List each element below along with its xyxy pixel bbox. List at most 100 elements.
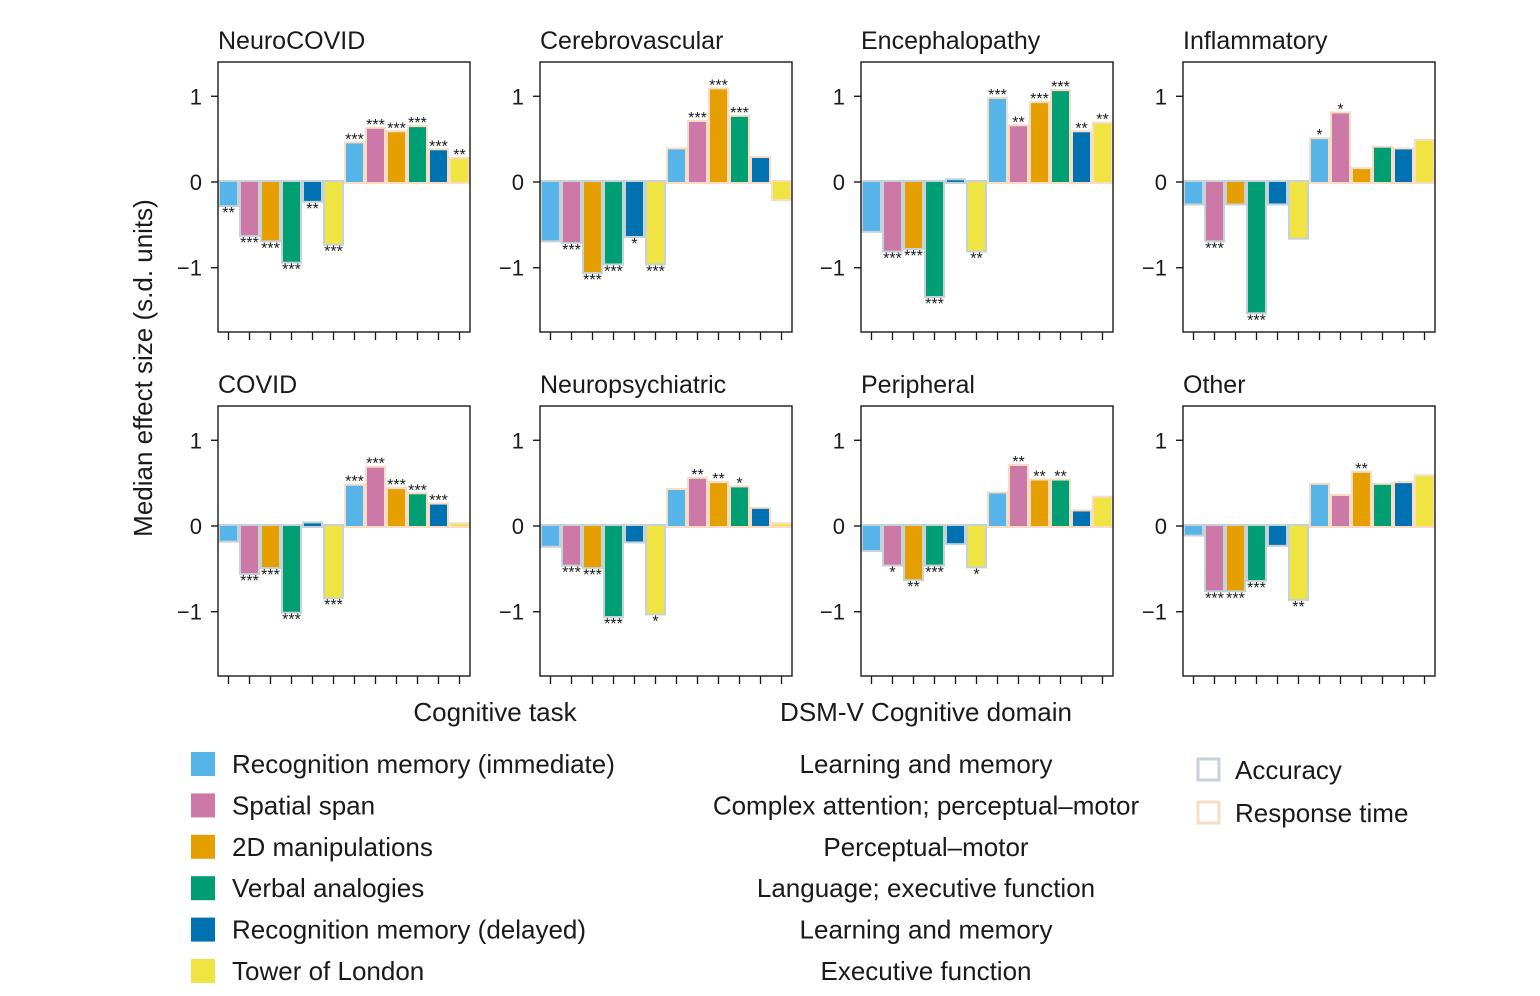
bar-accuracy bbox=[882, 524, 903, 567]
bar-response-time bbox=[1008, 464, 1029, 528]
significance-label: *** bbox=[646, 263, 665, 280]
legend-task-name: Verbal analogies bbox=[232, 873, 424, 903]
bar-accuracy bbox=[260, 180, 281, 243]
panel-frame bbox=[1182, 405, 1436, 677]
bar-response-time bbox=[1050, 89, 1071, 184]
bar-accuracy bbox=[302, 180, 323, 203]
bar-response-time bbox=[729, 485, 750, 528]
legend-swatch bbox=[191, 917, 215, 942]
bar-accuracy bbox=[966, 180, 987, 253]
bar-accuracy bbox=[945, 178, 966, 185]
bar-response-time bbox=[386, 487, 407, 528]
y-tick-label: −1 bbox=[1142, 600, 1167, 625]
significance-label: *** bbox=[925, 296, 944, 313]
significance-label: ** bbox=[1096, 112, 1108, 129]
significance-label: *** bbox=[345, 474, 364, 491]
measure-legend: Accuracy Response time bbox=[1196, 755, 1408, 828]
legend-header-domain: DSM-V Cognitive domain bbox=[780, 697, 1072, 727]
y-tick-label: −1 bbox=[499, 256, 524, 281]
bar-response-time bbox=[1372, 145, 1393, 184]
bar-accuracy bbox=[1225, 524, 1246, 593]
legend-outline-swatch bbox=[1196, 757, 1221, 782]
panel-title: Other bbox=[1183, 371, 1246, 399]
significance-label: *** bbox=[261, 567, 280, 584]
bar-response-time bbox=[1393, 481, 1414, 528]
bar-accuracy bbox=[1246, 524, 1267, 582]
bar-response-time bbox=[449, 156, 470, 185]
bar-accuracy bbox=[882, 180, 903, 253]
y-tick-label: −1 bbox=[820, 256, 845, 281]
significance-label: *** bbox=[366, 456, 385, 473]
y-tick-label: −1 bbox=[499, 600, 524, 625]
significance-label: *** bbox=[324, 597, 343, 614]
significance-label: *** bbox=[387, 120, 406, 137]
bar-accuracy bbox=[582, 180, 603, 274]
bar-accuracy bbox=[323, 180, 344, 246]
bar-response-time bbox=[1414, 474, 1435, 528]
bar-accuracy bbox=[861, 524, 882, 552]
bar-response-time bbox=[987, 491, 1008, 528]
bar-accuracy bbox=[281, 524, 302, 614]
panel: Cerebrovascular10−1*********************… bbox=[499, 27, 793, 340]
panel-title: Neuropsychiatric bbox=[540, 371, 726, 399]
bar-accuracy bbox=[1204, 180, 1225, 243]
significance-label: * bbox=[889, 565, 895, 582]
bar-response-time bbox=[449, 522, 470, 528]
bar-accuracy bbox=[323, 524, 344, 600]
y-tick-label: 1 bbox=[833, 84, 845, 109]
bar-response-time bbox=[344, 483, 365, 529]
bar-accuracy bbox=[1204, 524, 1225, 593]
significance-label: *** bbox=[261, 240, 280, 257]
significance-label: *** bbox=[1205, 590, 1224, 607]
y-tick-label: −1 bbox=[177, 600, 202, 625]
bar-response-time bbox=[1029, 101, 1050, 184]
bar-accuracy bbox=[1183, 180, 1204, 206]
significance-label: *** bbox=[583, 567, 602, 584]
bar-response-time bbox=[1351, 470, 1372, 529]
bar-accuracy bbox=[540, 180, 561, 243]
bar-accuracy bbox=[1183, 524, 1204, 537]
bar-accuracy bbox=[260, 524, 281, 570]
bar-response-time bbox=[1050, 478, 1071, 529]
significance-label: * bbox=[1337, 101, 1343, 118]
bar-accuracy bbox=[1267, 180, 1288, 206]
significance-label: *** bbox=[387, 477, 406, 494]
y-tick-label: 0 bbox=[833, 514, 845, 539]
legend-swatch bbox=[191, 876, 215, 901]
bar-accuracy bbox=[645, 180, 666, 266]
bar-accuracy bbox=[945, 524, 966, 546]
bar-accuracy bbox=[302, 521, 323, 529]
bar-response-time bbox=[407, 125, 428, 185]
bar-accuracy bbox=[239, 524, 260, 576]
significance-label: *** bbox=[366, 117, 385, 134]
legend-task-name: 2D manipulations bbox=[232, 832, 433, 862]
legend-task-name: Tower of London bbox=[232, 956, 424, 986]
y-axis-label: Median effect size (s.d. units) bbox=[128, 199, 158, 537]
y-tick-label: 0 bbox=[1155, 170, 1167, 195]
legend-domain-name: Learning and memory bbox=[800, 749, 1053, 779]
bar-response-time bbox=[365, 126, 386, 185]
significance-label: *** bbox=[282, 612, 301, 629]
significance-label: * bbox=[973, 566, 979, 583]
legend-domain-name: Executive function bbox=[820, 956, 1031, 986]
y-tick-label: 1 bbox=[512, 84, 524, 109]
bar-response-time bbox=[1029, 478, 1050, 529]
significance-label: ** bbox=[691, 467, 703, 484]
significance-label: ** bbox=[970, 251, 982, 268]
bar-response-time bbox=[1071, 130, 1092, 185]
bar-response-time bbox=[1393, 147, 1414, 185]
bar-accuracy bbox=[540, 524, 561, 548]
bar-response-time bbox=[1330, 111, 1351, 184]
bar-accuracy bbox=[239, 180, 260, 238]
significance-label: *** bbox=[408, 115, 427, 132]
significance-label: ** bbox=[1355, 461, 1367, 478]
y-tick-label: 1 bbox=[512, 428, 524, 453]
bar-response-time bbox=[771, 522, 792, 528]
significance-label: *** bbox=[1205, 240, 1224, 257]
significance-label: ** bbox=[712, 471, 724, 488]
significance-label: *** bbox=[282, 262, 301, 279]
significance-label: ** bbox=[907, 579, 919, 596]
panel-frame bbox=[539, 61, 793, 333]
